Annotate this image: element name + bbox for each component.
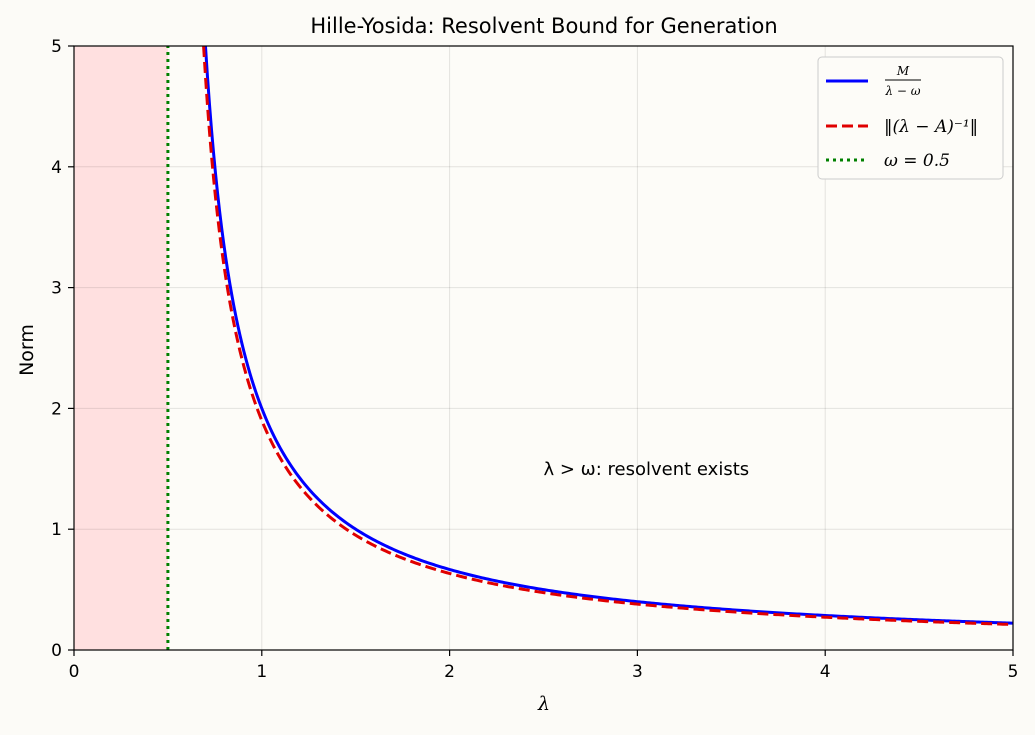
legend-blue-numerator: M <box>896 64 910 78</box>
legend-blue-denominator: λ − ω <box>884 84 920 98</box>
y-tick-label: 3 <box>51 279 62 299</box>
series-line-1 <box>202 45 1014 626</box>
annotation-text: λ > ω: resolvent exists <box>544 459 750 480</box>
ticks: 0 1 2 3 4 5 0 1 2 3 4 5 <box>51 37 1018 682</box>
legend-red-label: ‖(λ − A)⁻¹‖ <box>884 117 978 137</box>
plot-frame <box>73 45 1014 651</box>
x-tick-label: 5 <box>1008 662 1019 682</box>
x-tick-label: 4 <box>820 662 831 682</box>
series-layer <box>166 45 1014 650</box>
y-tick-label: 5 <box>51 37 62 57</box>
y-axis-label: Norm <box>16 324 38 376</box>
y-tick-label: 4 <box>51 158 62 178</box>
y-tick-label: 1 <box>51 520 62 540</box>
x-tick-label: 1 <box>256 662 267 682</box>
series-line-0 <box>203 45 1014 625</box>
x-tick-label: 2 <box>444 662 455 682</box>
x-tick-label: 0 <box>69 662 80 682</box>
legend-box <box>817 56 1004 180</box>
chart-title: Hille-Yosida: Resolvent Bound for Genera… <box>310 14 777 38</box>
y-tick-label: 0 <box>51 641 62 661</box>
unstable-region-shade <box>74 46 168 650</box>
x-axis-label: λ <box>537 693 550 715</box>
legend: M λ − ω ‖(λ − A)⁻¹‖ ω = 0.5 <box>817 56 1004 180</box>
x-tick-label: 3 <box>632 662 643 682</box>
y-tick-label: 2 <box>51 399 62 419</box>
legend-green-label: ω = 0.5 <box>884 151 950 171</box>
